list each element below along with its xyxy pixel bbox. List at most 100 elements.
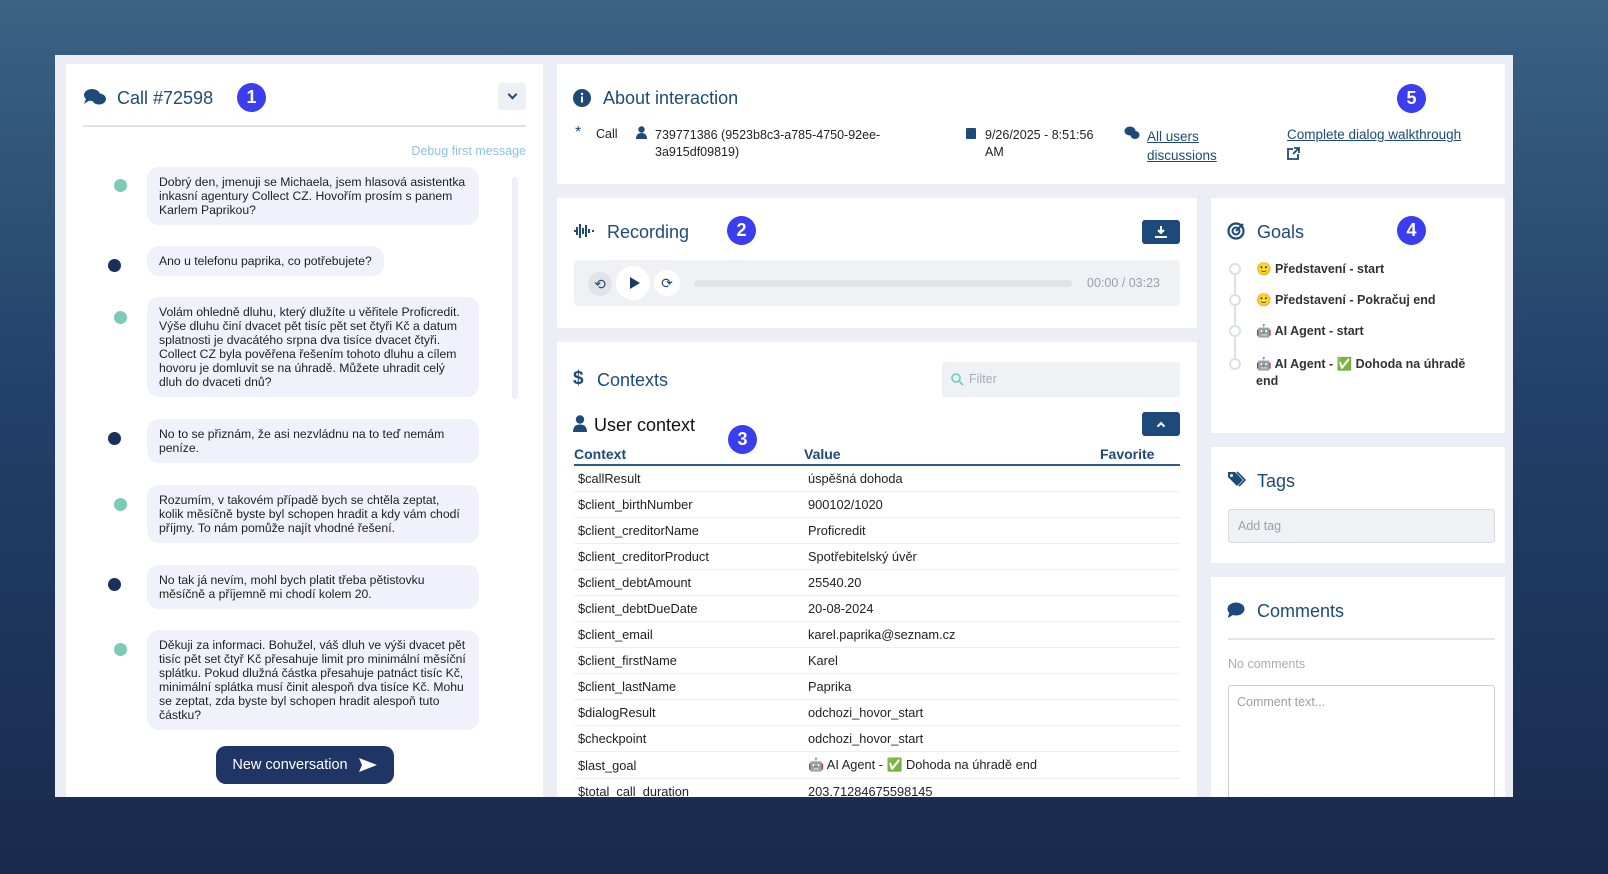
complete-dialog-walkthrough-link[interactable]: Complete dialog walkthrough: [1287, 127, 1462, 142]
table-row: $client_firstName Karel: [574, 647, 1180, 674]
badge-4: 4: [1397, 216, 1426, 245]
debug-first-message-link[interactable]: Debug first message: [411, 144, 526, 158]
goal-item: 🤖 AI Agent - ✅ Dohoda na úhradě end: [1256, 357, 1466, 388]
favorite-cell[interactable]: [1100, 569, 1180, 596]
user-avatar-dot: [108, 578, 121, 591]
playback-time: 00:00 / 03:23: [1087, 276, 1160, 290]
favorite-cell[interactable]: [1100, 517, 1180, 544]
recording-title: Recording: [607, 222, 690, 242]
context-key: $last_goal: [574, 751, 804, 779]
bot-avatar-dot: [114, 643, 127, 656]
comments-title: Comments: [1257, 601, 1345, 621]
chevron-down-icon: [507, 89, 517, 100]
comments-panel: Comments No comments Comment text...: [1211, 577, 1505, 797]
context-value: odchozi_hovor_start: [804, 699, 1100, 726]
favorite-cell[interactable]: [1100, 621, 1180, 648]
favorite-cell[interactable]: [1100, 491, 1180, 518]
goals-timeline-line: [1234, 268, 1236, 358]
user-context-icon: [573, 415, 587, 432]
chevron-up-icon: [1156, 421, 1166, 430]
table-row: $client_email karel.paprika@seznam.cz: [574, 621, 1180, 648]
context-value: 203.71284675598145: [804, 778, 1100, 797]
favorite-cell[interactable]: [1100, 778, 1180, 797]
table-row: $client_lastName Paprika: [574, 673, 1180, 700]
context-value: úspěšná dohoda: [804, 465, 1100, 492]
context-value: Spotřebitelský úvěr: [804, 543, 1100, 570]
context-key: $client_email: [574, 621, 804, 648]
download-button[interactable]: [1142, 220, 1180, 244]
play-button[interactable]: [616, 266, 650, 300]
comment-placeholder: Comment text...: [1237, 695, 1326, 709]
comment-textarea[interactable]: Comment text...: [1228, 685, 1495, 797]
context-key: $checkpoint: [574, 725, 804, 752]
user-icon: [636, 126, 647, 139]
no-comments-text: No comments: [1228, 657, 1306, 671]
target-icon: [1227, 222, 1245, 240]
table-row: $client_debtDueDate 20-08-2024: [574, 595, 1180, 622]
chat-message: No to se přiznám, že asi nezvládnu na to…: [147, 419, 479, 463]
context-key: $client_lastName: [574, 673, 804, 700]
tag-icon: [1228, 471, 1247, 487]
external-link-icon[interactable]: [1287, 147, 1300, 160]
column-header-value: Value: [804, 444, 1100, 466]
table-row: $total_call_duration 203.71284675598145: [574, 778, 1180, 797]
context-value: Karel: [804, 647, 1100, 674]
forward-button[interactable]: ⟳: [654, 270, 680, 296]
goal-timeline-dot: [1229, 358, 1241, 370]
rewind-button[interactable]: ⟲: [588, 272, 612, 296]
add-tag-placeholder: Add tag: [1238, 519, 1282, 533]
context-value: Proficredit: [804, 517, 1100, 544]
badge-5: 5: [1397, 84, 1426, 113]
all-users-discussions-link[interactable]: All users discussions: [1147, 129, 1217, 163]
new-conversation-button[interactable]: New conversation: [216, 746, 394, 784]
comment-icon: [1227, 602, 1245, 618]
favorite-cell[interactable]: [1100, 465, 1180, 492]
new-conversation-label: New conversation: [232, 757, 348, 773]
divider: [1228, 638, 1495, 640]
collapse-button[interactable]: [498, 83, 526, 110]
progress-slider[interactable]: [694, 280, 1072, 287]
contexts-title: Contexts: [597, 370, 669, 390]
chat-message: Ano u telefonu paprika, co potřebujete?: [147, 246, 384, 276]
chat-message: Děkuji za informaci. Bohužel, váš dluh v…: [147, 630, 479, 730]
context-value: 25540.20: [804, 569, 1100, 596]
favorite-cell[interactable]: [1100, 751, 1180, 779]
context-key: $total_call_duration: [574, 778, 804, 797]
badge-2: 2: [727, 216, 756, 245]
table-row: $callResult úspěšná dohoda: [574, 465, 1180, 492]
goals-panel: Goals 4 🙂 Představení - start 🙂 Představe…: [1211, 198, 1505, 433]
favorite-cell[interactable]: [1100, 647, 1180, 674]
chat-message: Rozumím, v takovém případě bych se chtěl…: [147, 485, 479, 543]
divider: [83, 125, 526, 127]
bot-avatar-dot: [114, 498, 127, 511]
tags-title: Tags: [1257, 471, 1296, 491]
send-icon: [358, 758, 377, 772]
about-title: About interaction: [603, 88, 739, 108]
user-avatar-dot: [108, 432, 121, 445]
user-id: 739771386 (9523b8c3-a785-4750-92ee-3a915…: [655, 128, 881, 159]
favorite-cell[interactable]: [1100, 595, 1180, 622]
scrollbar[interactable]: [512, 177, 518, 399]
chat-message: Volám ohledně dluhu, který dlužíte u věř…: [147, 297, 479, 397]
context-key: $client_debtDueDate: [574, 595, 804, 622]
collapse-user-context-button[interactable]: [1142, 412, 1180, 436]
table-row: $checkpoint odchozi_hovor_start: [574, 725, 1180, 752]
goal-item: 🙂 Představení - Pokračuj end: [1256, 293, 1436, 307]
goal-item: 🙂 Představení - start: [1256, 262, 1385, 276]
favorite-cell[interactable]: [1100, 725, 1180, 752]
context-value: odchozi_hovor_start: [804, 725, 1100, 752]
column-header-context: Context: [574, 444, 804, 466]
context-key: $dialogResult: [574, 699, 804, 726]
filter-placeholder: Filter: [969, 372, 997, 386]
favorite-cell[interactable]: [1100, 673, 1180, 700]
goal-timeline-dot: [1229, 325, 1241, 337]
favorite-cell[interactable]: [1100, 699, 1180, 726]
filter-input[interactable]: Filter: [942, 362, 1180, 397]
context-key: $callResult: [574, 465, 804, 492]
add-tag-input[interactable]: Add tag: [1228, 509, 1495, 543]
about-panel: About interaction 5 * Call 739771386 (95…: [557, 64, 1505, 184]
table-row: $client_birthNumber 900102/1020: [574, 491, 1180, 518]
favorite-cell[interactable]: [1100, 543, 1180, 570]
context-key: $client_creditorProduct: [574, 543, 804, 570]
user-avatar-dot: [108, 259, 121, 272]
